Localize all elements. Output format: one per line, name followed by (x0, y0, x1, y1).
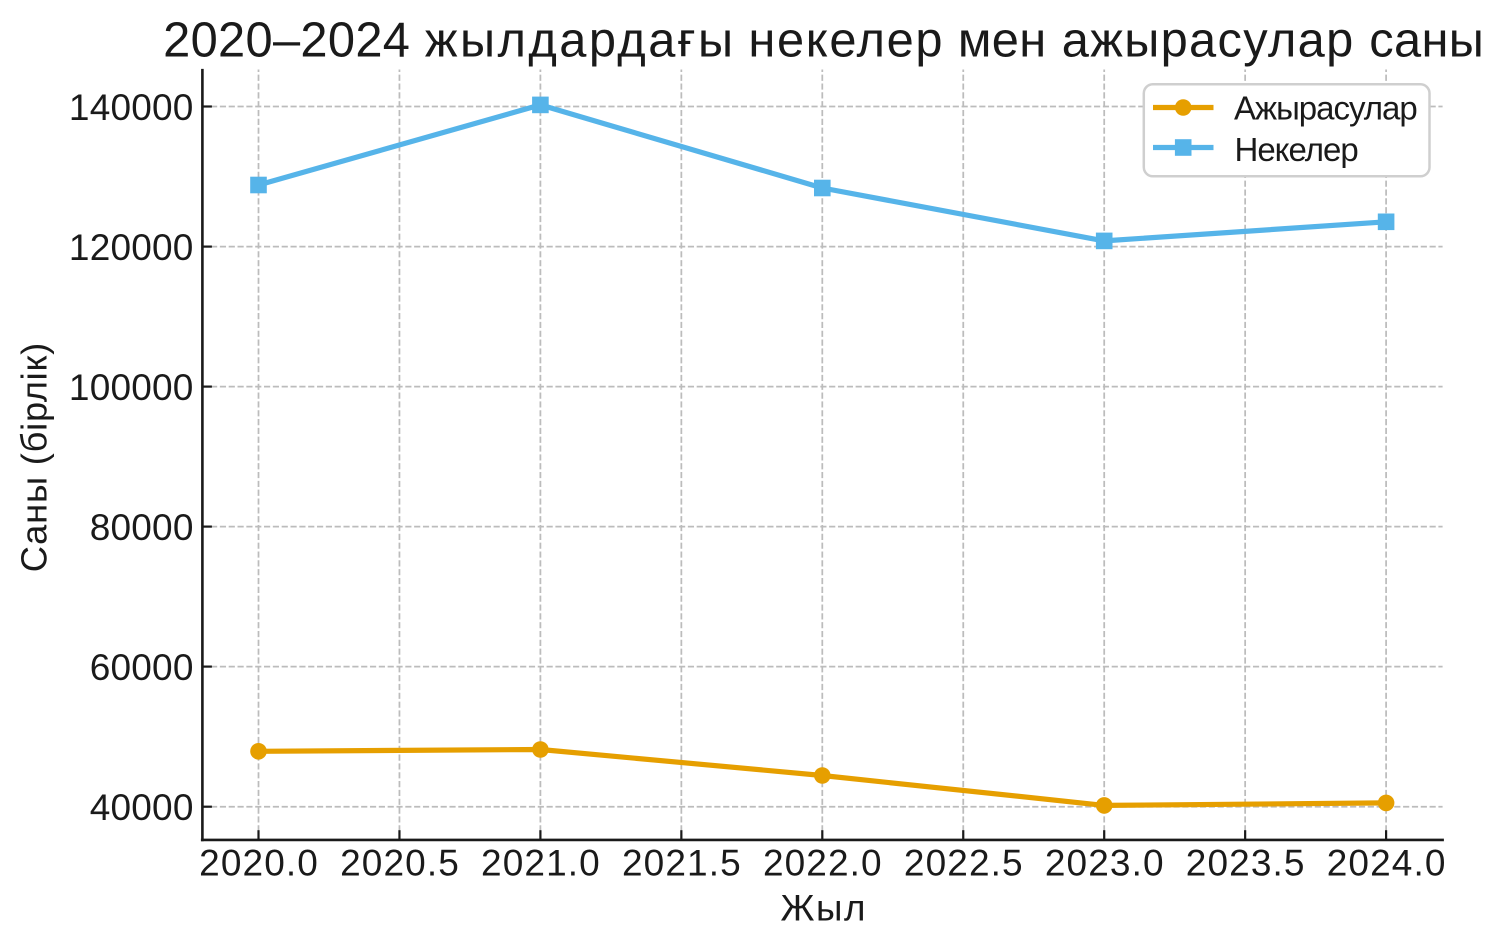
svg-text:2022.0: 2022.0 (763, 843, 883, 884)
svg-text:2021.5: 2021.5 (622, 843, 742, 884)
svg-text:60000: 60000 (90, 647, 194, 688)
svg-text:саны: саны (1369, 14, 1484, 68)
svg-text:2023.0: 2023.0 (1045, 843, 1165, 884)
svg-text:120000: 120000 (69, 227, 194, 268)
svg-text:жылдардағы: жылдардағы (425, 14, 736, 68)
svg-text:2020.5: 2020.5 (340, 843, 460, 884)
svg-text:2023.5: 2023.5 (1186, 843, 1306, 884)
svg-text:мен: мен (958, 14, 1047, 68)
svg-text:100000: 100000 (69, 367, 194, 408)
svg-text:Жыл: Жыл (780, 888, 867, 929)
svg-text:некелер: некелер (748, 14, 944, 68)
svg-text:2022.5: 2022.5 (904, 843, 1024, 884)
svg-text:80000: 80000 (90, 507, 194, 548)
svg-text:2021.0: 2021.0 (481, 843, 601, 884)
svg-text:2020.0: 2020.0 (199, 843, 319, 884)
svg-text:140000: 140000 (69, 87, 194, 128)
svg-text:Ажырасулар: Ажырасулар (1234, 89, 1417, 126)
svg-text:ажырасулар: ажырасулар (1062, 14, 1355, 68)
svg-text:2020–2024: 2020–2024 (163, 14, 410, 68)
svg-text:Саны (бірлік): Саны (бірлік) (13, 342, 54, 572)
svg-text:Некелер: Некелер (1235, 131, 1358, 168)
svg-text:2024.0: 2024.0 (1327, 843, 1447, 884)
svg-text:40000: 40000 (90, 787, 194, 828)
